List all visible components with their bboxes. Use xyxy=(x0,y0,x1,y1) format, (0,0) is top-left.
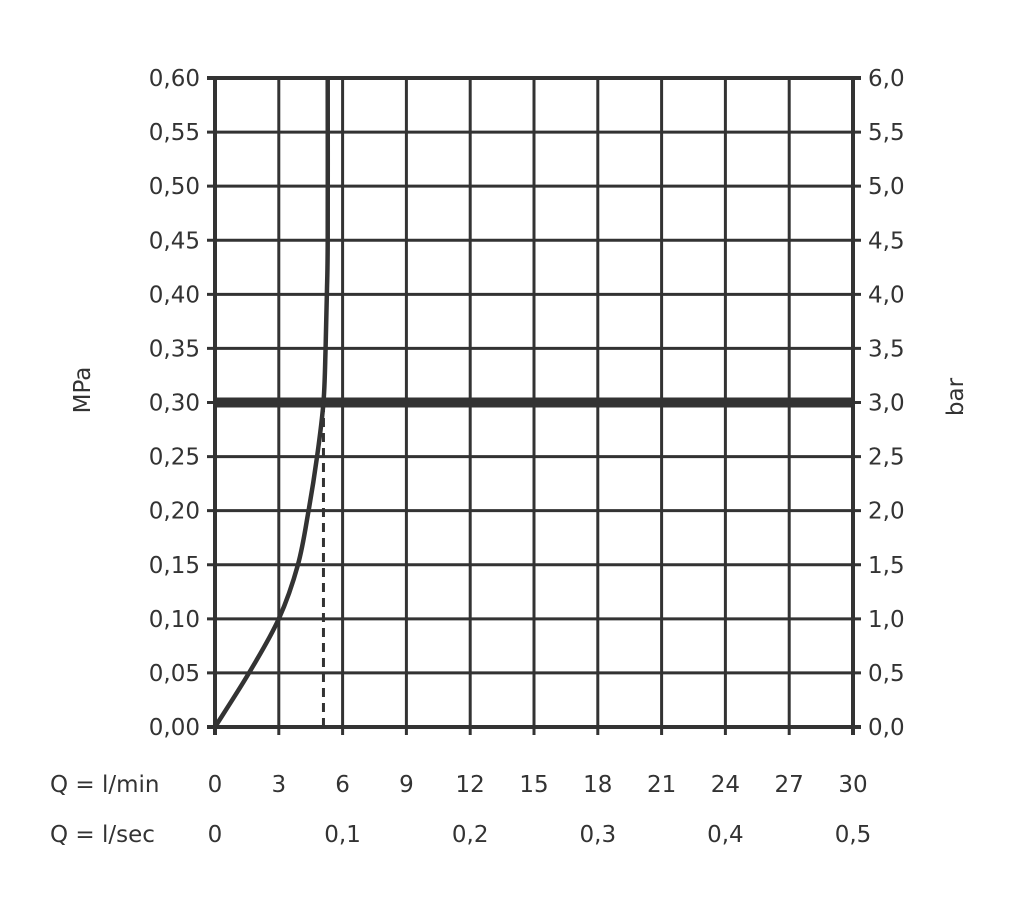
y-tick-label-right: 6,0 xyxy=(868,66,905,92)
x-tick-label-lsec: 0,3 xyxy=(580,822,617,848)
y-axis-label-right: bar xyxy=(943,377,969,416)
y-tick-label-left: 0,20 xyxy=(149,499,200,525)
y-tick-label-right: 4,0 xyxy=(868,282,905,308)
y-tick-label-right: 5,5 xyxy=(868,120,905,146)
y-tick-label-left: 0,00 xyxy=(149,715,200,741)
y-tick-label-left: 0,25 xyxy=(149,445,200,471)
x-tick-label-lmin: 27 xyxy=(775,772,804,798)
flow-curve xyxy=(213,77,331,729)
x-tick-label-lsec: 0,1 xyxy=(324,822,361,848)
x-tick-label-lsec: 0 xyxy=(208,822,223,848)
y-tick-label-left: 0,30 xyxy=(149,391,200,417)
x-row-label-lsec: Q = l/sec xyxy=(50,822,155,848)
x-tick-label-lsec: 0,5 xyxy=(835,822,872,848)
y-tick-label-left: 0,05 xyxy=(149,661,200,687)
y-tick-label-right: 3,0 xyxy=(868,391,905,417)
x-tick-label-lmin: 15 xyxy=(519,772,548,798)
y-tick-label-left: 0,15 xyxy=(149,553,200,579)
x-tick-label-lmin: 24 xyxy=(711,772,740,798)
x-tick-label-lsec: 0,2 xyxy=(452,822,489,848)
y-axis-label-left: MPa xyxy=(70,367,96,414)
x-tick-label-lmin: 0 xyxy=(208,772,223,798)
y-tick-label-right: 4,5 xyxy=(868,228,905,254)
x-tick-label-lmin: 6 xyxy=(335,772,350,798)
tick-labels: 0 3 6 9 12 15 18 21 24 27 30 0 0,1 0,2 0,3 0,4 0,5 0,00 0,… xyxy=(149,66,905,848)
x-tick-label-lmin: 9 xyxy=(399,772,414,798)
x-tick-label-lmin: 30 xyxy=(838,772,867,798)
y-tick-label-right: 0,0 xyxy=(868,715,905,741)
marks xyxy=(213,77,853,729)
x-tick-label-lsec: 0,4 xyxy=(707,822,744,848)
x-tick-label-lmin: 21 xyxy=(647,772,676,798)
y-tick-label-right: 2,0 xyxy=(868,499,905,525)
y-tick-label-right: 2,5 xyxy=(868,445,905,471)
y-tick-label-left: 0,55 xyxy=(149,120,200,146)
y-tick-label-left: 0,50 xyxy=(149,174,200,200)
y-tick-label-right: 5,0 xyxy=(868,174,905,200)
x-tick-label-lmin: 18 xyxy=(583,772,612,798)
x-tick-label-lmin: 3 xyxy=(271,772,286,798)
y-tick-label-right: 0,5 xyxy=(868,661,905,687)
y-tick-label-left: 0,45 xyxy=(149,228,200,254)
x-row-label-lmin: Q = l/min xyxy=(50,772,160,798)
y-tick-label-right: 1,0 xyxy=(868,607,905,633)
x-tick-label-lmin: 12 xyxy=(456,772,485,798)
y-tick-label-left: 0,40 xyxy=(149,282,200,308)
y-tick-label-left: 0,60 xyxy=(149,66,200,92)
y-tick-label-right: 1,5 xyxy=(868,553,905,579)
y-tick-label-right: 3,5 xyxy=(868,336,905,362)
y-tick-label-left: 0,10 xyxy=(149,607,200,633)
y-tick-label-left: 0,35 xyxy=(149,336,200,362)
